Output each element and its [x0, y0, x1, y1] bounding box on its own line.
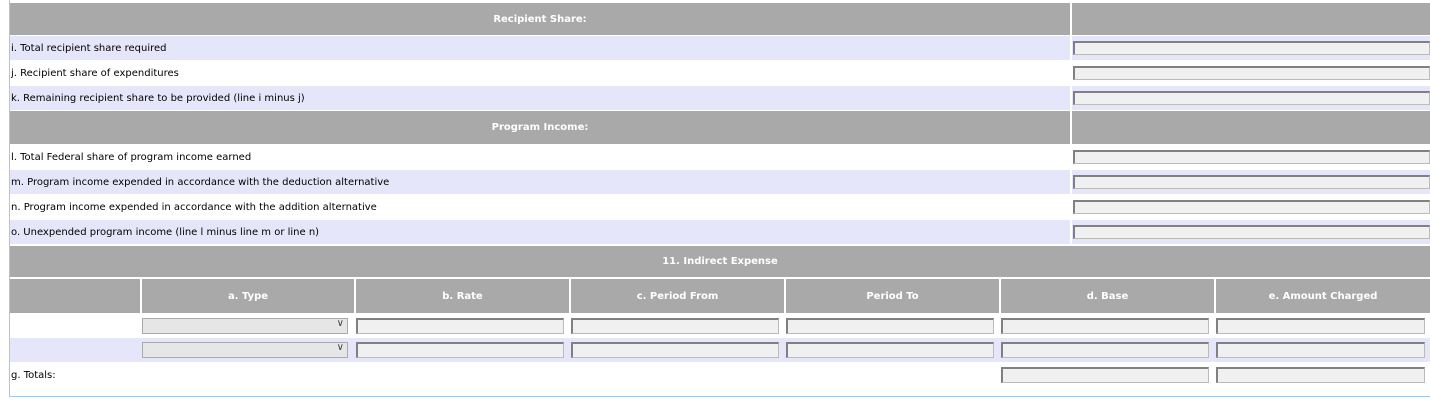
column-header: e. Amount Charged — [1216, 279, 1430, 313]
column-header: b. Rate — [356, 279, 569, 313]
column-header-label: c. Period From — [636, 290, 719, 302]
total-amount-input[interactable] — [1216, 367, 1425, 383]
column-header: d. Base — [1001, 279, 1214, 313]
column-divider — [1070, 170, 1072, 195]
form-row: l. Total Federal share of program income… — [10, 145, 1430, 169]
rate-input[interactable] — [356, 342, 564, 358]
row-label: l. Total Federal share of program income… — [11, 151, 252, 163]
base-input[interactable] — [1001, 318, 1209, 334]
row-label: o. Unexpended program income (line l min… — [11, 226, 320, 238]
chevron-down-icon: ∨ — [336, 342, 344, 353]
column-header-blank — [10, 279, 140, 313]
form-row: k. Remaining recipient share to be provi… — [10, 86, 1430, 110]
totals-row: g. Totals: — [10, 363, 1430, 387]
row-label: j. Recipient share of expenditures — [11, 67, 179, 79]
column-header: a. Type — [142, 279, 354, 313]
row-label: i. Total recipient share required — [11, 42, 167, 54]
header-value-column — [1072, 111, 1430, 144]
to-input[interactable] — [786, 318, 994, 334]
amount-input[interactable] — [1216, 318, 1425, 334]
column-header-label: Period To — [866, 290, 919, 302]
column-divider — [1070, 145, 1072, 170]
column-divider — [1070, 86, 1072, 111]
base-input[interactable] — [1001, 342, 1209, 358]
header-value-column — [1072, 3, 1430, 35]
indirect-expense-header: 11. Indirect Expense — [10, 246, 1430, 277]
amount-input[interactable] — [1073, 175, 1430, 189]
column-divider — [1070, 36, 1072, 61]
section-title: 11. Indirect Expense — [662, 256, 778, 267]
total-base-input[interactable] — [1001, 367, 1209, 383]
column-divider — [1070, 195, 1072, 220]
form-row: o. Unexpended program income (line l min… — [10, 220, 1430, 244]
column-header-label: e. Amount Charged — [1268, 290, 1378, 302]
column-header-label: a. Type — [227, 290, 269, 302]
column-header-label: d. Base — [1086, 290, 1129, 302]
chevron-down-icon: ∨ — [336, 318, 344, 329]
column-header: c. Period From — [571, 279, 784, 313]
program-income-header: Program Income: — [10, 111, 1070, 144]
amount-input[interactable] — [1073, 200, 1430, 214]
row-label: m. Program income expended in accordance… — [11, 176, 390, 188]
rate-input[interactable] — [356, 318, 564, 334]
from-input[interactable] — [571, 318, 779, 334]
amount-input[interactable] — [1073, 150, 1430, 164]
section-title: Program Income: — [491, 122, 589, 133]
form-row: m. Program income expended in accordance… — [10, 170, 1430, 194]
row-label: n. Program income expended in accordance… — [11, 201, 377, 213]
form-row: n. Program income expended in accordance… — [10, 195, 1430, 219]
section-title: Recipient Share: — [493, 13, 587, 25]
form-frame — [9, 0, 1430, 397]
type-select[interactable]: ∨ — [142, 318, 348, 334]
amount-input[interactable] — [1073, 225, 1430, 239]
column-divider — [1070, 61, 1072, 86]
from-input[interactable] — [571, 342, 779, 358]
amount-input[interactable] — [1073, 66, 1430, 80]
type-select[interactable]: ∨ — [142, 342, 348, 358]
amount-input[interactable] — [1216, 342, 1425, 358]
recipient-share-header: Recipient Share: — [10, 3, 1070, 35]
column-header: Period To — [786, 279, 999, 313]
amount-input[interactable] — [1073, 41, 1430, 55]
amount-input[interactable] — [1073, 91, 1430, 105]
column-divider — [1070, 220, 1072, 245]
form-row: i. Total recipient share required — [10, 36, 1430, 60]
form-row: j. Recipient share of expenditures — [10, 61, 1430, 85]
row-label: k. Remaining recipient share to be provi… — [11, 92, 305, 104]
totals-label: g. Totals: — [11, 369, 56, 381]
column-header-label: b. Rate — [442, 290, 483, 302]
to-input[interactable] — [786, 342, 994, 358]
